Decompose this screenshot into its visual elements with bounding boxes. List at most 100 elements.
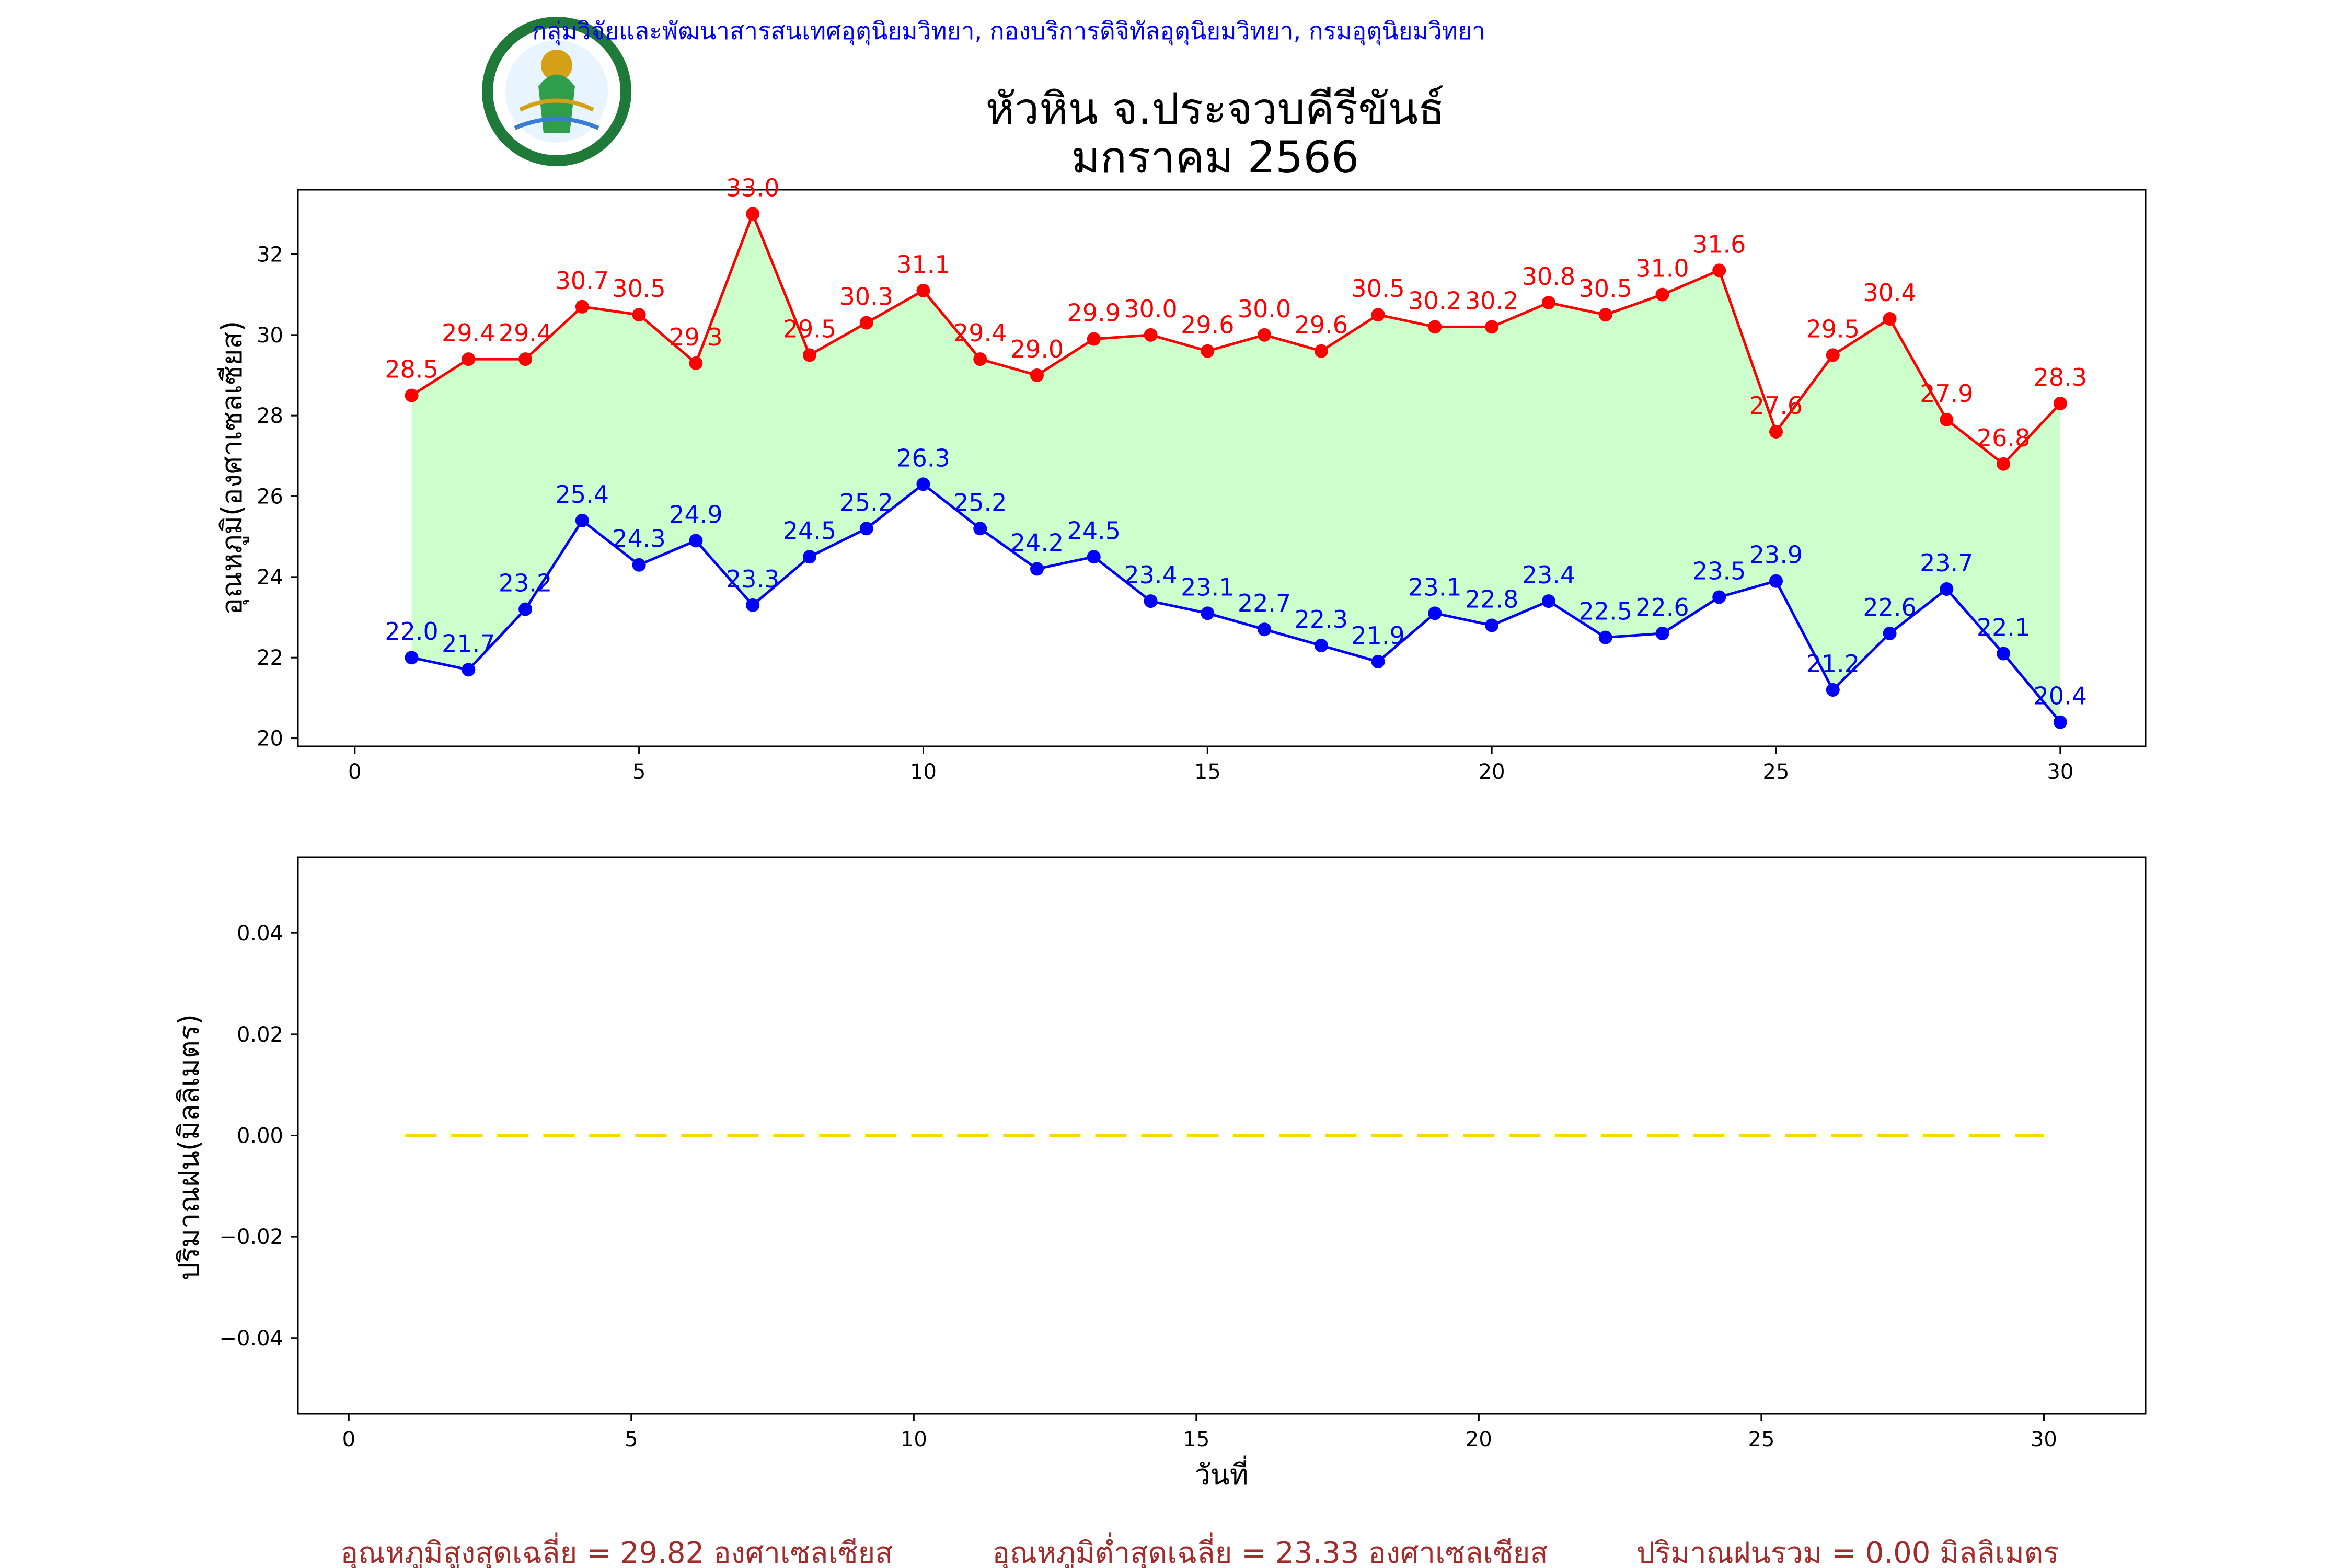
temperature-x-tick-label: 0 bbox=[348, 760, 361, 784]
summary-avg-min: อุณหภูมิต่ำสุดเฉลี่ย = 23.33 องศาเซลเซีย… bbox=[992, 1532, 1548, 1568]
min-temperature-point bbox=[859, 522, 873, 536]
min-temperature-point bbox=[405, 651, 419, 665]
max-temperature-label: 31.1 bbox=[896, 250, 950, 279]
max-temperature-label: 30.5 bbox=[612, 274, 665, 303]
max-temperature-point bbox=[689, 356, 703, 370]
temperature-y-tick-label: 30 bbox=[257, 324, 283, 348]
max-temperature-label: 29.5 bbox=[783, 315, 836, 343]
min-temperature-point bbox=[1371, 654, 1385, 668]
min-temperature-point bbox=[1428, 606, 1442, 620]
credit-text: กลุ่มวิจัยและพัฒนาสารสนเทศอุตุนิยมวิทยา,… bbox=[532, 17, 1485, 46]
max-temperature-point bbox=[1144, 328, 1158, 342]
min-temperature-point bbox=[746, 598, 760, 612]
min-temperature-label: 22.6 bbox=[1635, 593, 1689, 621]
max-temperature-point bbox=[1371, 308, 1385, 322]
min-temperature-label: 23.1 bbox=[1181, 573, 1234, 601]
min-temperature-point bbox=[632, 558, 646, 572]
temperature-y-tick-label: 26 bbox=[257, 485, 283, 509]
max-temperature-line bbox=[411, 210, 2061, 466]
max-temperature-point bbox=[462, 352, 476, 366]
chart-title-month: มกราคม 2566 bbox=[1071, 132, 1359, 183]
max-temperature-point bbox=[518, 352, 533, 366]
min-temperature-point bbox=[1883, 626, 1897, 640]
min-temperature-point bbox=[1258, 622, 1272, 637]
min-temperature-point bbox=[2053, 715, 2067, 729]
max-temperature-label: 30.3 bbox=[839, 283, 893, 311]
max-temperature-label: 29.4 bbox=[499, 319, 552, 347]
rainfall-y-axis-label: ปริมาณฝน(มิลลิเมตร) bbox=[172, 1014, 205, 1281]
rainfall-y-tick-label: −0.02 bbox=[219, 1225, 283, 1249]
min-temperature-label: 23.2 bbox=[499, 569, 552, 597]
min-temperature-point bbox=[1030, 562, 1044, 576]
max-temperature-point bbox=[916, 283, 930, 297]
min-temperature-point bbox=[1712, 590, 1726, 604]
min-temperature-label: 22.5 bbox=[1578, 597, 1632, 626]
max-temperature-point bbox=[1598, 308, 1612, 322]
max-temperature-label: 29.5 bbox=[1806, 315, 1860, 343]
min-temperature-label: 22.8 bbox=[1465, 585, 1518, 613]
max-temperature-label: 30.8 bbox=[1522, 262, 1575, 291]
min-temperature-point bbox=[1997, 647, 2011, 661]
min-temperature-point bbox=[1940, 582, 1954, 596]
max-temperature-point bbox=[405, 388, 419, 402]
max-temperature-label: 30.4 bbox=[1863, 279, 1916, 307]
temperature-x-tick-label: 5 bbox=[632, 760, 645, 784]
max-temperature-point bbox=[1940, 412, 1954, 426]
rainfall-plot-area bbox=[297, 856, 2147, 1415]
max-temperature-label: 28.3 bbox=[2034, 363, 2087, 391]
max-temperature-label: 30.2 bbox=[1465, 286, 1518, 315]
min-temperature-point bbox=[462, 663, 476, 677]
min-temperature-point bbox=[1541, 594, 1555, 608]
min-temperature-label: 22.3 bbox=[1295, 605, 1348, 633]
rainfall-y-tick-label: 0.04 bbox=[237, 921, 283, 946]
min-temperature-point bbox=[1598, 630, 1612, 644]
min-temperature-point bbox=[973, 522, 987, 536]
max-temperature-point bbox=[1201, 344, 1215, 358]
max-temperature-point bbox=[1826, 348, 1840, 362]
temperature-x-tick-label: 30 bbox=[2047, 760, 2073, 784]
temperature-x-tick-label: 10 bbox=[910, 760, 937, 784]
min-temperature-label: 24.3 bbox=[612, 525, 665, 553]
min-temperature-point bbox=[1144, 594, 1158, 608]
min-temperature-label: 23.7 bbox=[1920, 549, 1973, 577]
min-temperature-point bbox=[689, 534, 703, 548]
rainfall-chart: 0 5 10 15 20 25 30 0.04 0.02 0.00 −0.02 −0.04 ปริมา… bbox=[172, 856, 2147, 1491]
min-temperature-label: 21.9 bbox=[1351, 621, 1404, 650]
max-temperature-point bbox=[1997, 457, 2011, 471]
min-temperature-label: 23.3 bbox=[726, 565, 779, 593]
max-temperature-point bbox=[859, 316, 873, 330]
min-temperature-label: 23.1 bbox=[1408, 573, 1461, 601]
rainfall-x-tick-label: 5 bbox=[625, 1427, 638, 1451]
max-temperature-label: 29.6 bbox=[1295, 311, 1348, 339]
max-temperature-point bbox=[1769, 425, 1783, 439]
max-temperature-label: 28.5 bbox=[385, 355, 438, 384]
rainfall-y-tick-label: −0.04 bbox=[219, 1327, 283, 1351]
min-temperature-line bbox=[411, 482, 2061, 723]
max-temperature-label: 29.4 bbox=[442, 319, 495, 347]
min-temperature-point bbox=[1201, 606, 1215, 620]
rainfall-y-tick-label: 0.02 bbox=[237, 1023, 283, 1047]
max-temperature-label: 29.0 bbox=[1010, 335, 1064, 363]
min-temperature-point bbox=[1655, 626, 1669, 640]
min-temperature-label: 22.1 bbox=[1977, 614, 2030, 642]
min-temperature-label: 23.4 bbox=[1124, 561, 1177, 589]
temperature-y-tick-label: 32 bbox=[257, 243, 283, 267]
temperature-y-axis-label: อุณหภูมิ(องศาเซลเซียส) bbox=[215, 321, 249, 615]
temperature-y-tick-label: 22 bbox=[257, 646, 283, 670]
temperature-y-tick-label: 24 bbox=[257, 566, 283, 590]
rainfall-x-tick-label: 30 bbox=[2031, 1427, 2057, 1451]
max-temperature-point bbox=[973, 352, 987, 366]
min-temperature-point bbox=[802, 550, 816, 564]
max-temperature-point bbox=[2053, 397, 2067, 411]
min-temperature-label: 21.2 bbox=[1806, 650, 1860, 678]
max-temperature-label: 33.0 bbox=[726, 174, 779, 202]
rainfall-x-tick-label: 10 bbox=[901, 1427, 927, 1451]
max-temperature-point bbox=[1030, 368, 1044, 382]
min-temperature-point bbox=[518, 602, 533, 616]
rainfall-x-tick-label: 20 bbox=[1466, 1427, 1492, 1451]
max-temperature-point bbox=[1485, 320, 1499, 334]
max-temperature-label: 29.4 bbox=[953, 319, 1007, 347]
max-temperature-label: 27.9 bbox=[1920, 379, 1973, 408]
temperature-y-tick-label: 28 bbox=[257, 404, 283, 428]
